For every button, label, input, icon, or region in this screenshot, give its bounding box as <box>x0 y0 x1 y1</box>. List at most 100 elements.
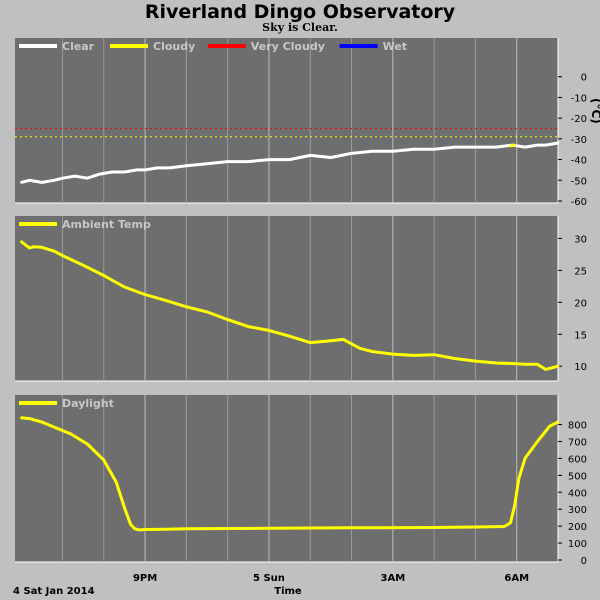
data-point <box>267 158 271 161</box>
data-point <box>40 181 44 184</box>
data-point <box>523 363 527 366</box>
data-point <box>137 528 141 532</box>
data-point <box>515 362 518 365</box>
data-point <box>110 170 114 174</box>
legend-label: Clear <box>62 40 95 53</box>
y-tick-label: 800 <box>568 421 587 432</box>
data-point <box>329 156 333 159</box>
y-axis-unit: (°C) <box>589 98 600 124</box>
data-point <box>102 274 105 277</box>
data-point <box>536 440 539 443</box>
data-point <box>309 341 312 344</box>
data-point <box>288 334 291 338</box>
data-point <box>544 143 547 147</box>
data-point <box>226 160 229 163</box>
legend-label: Ambient Temp <box>62 218 151 231</box>
data-point <box>28 179 31 182</box>
y-tick-label: 100 <box>568 539 587 550</box>
y-tick-label: 30 <box>574 234 587 245</box>
data-point <box>205 162 209 165</box>
data-point <box>267 329 271 332</box>
data-point <box>432 353 436 356</box>
data-point <box>185 164 188 167</box>
data-point <box>523 145 527 149</box>
data-point <box>494 361 498 365</box>
data-point <box>474 145 477 149</box>
data-point <box>133 527 136 530</box>
data-point <box>517 477 520 480</box>
x-axis-title: Time <box>274 586 302 597</box>
data-point <box>19 240 23 243</box>
data-point <box>123 285 126 289</box>
data-point <box>86 177 89 180</box>
x-tick-label: 3AM <box>381 573 406 584</box>
data-point <box>309 154 312 157</box>
data-point <box>288 158 291 161</box>
data-point <box>40 420 44 424</box>
y-tick-label: 20 <box>574 298 587 309</box>
data-point <box>342 338 345 341</box>
data-point <box>226 318 229 321</box>
sky-temperature-panel: 0 -10 -20 -30 -40 -50 -60 (°C) Clear Cloudy Very C… <box>15 38 600 208</box>
data-point <box>32 245 35 248</box>
y-tick-label: 15 <box>574 330 587 341</box>
data-point <box>523 457 527 460</box>
data-point <box>61 177 64 180</box>
data-point <box>556 365 560 368</box>
data-point <box>370 350 374 353</box>
data-point <box>556 420 560 424</box>
data-point <box>509 521 512 524</box>
legend-label: Very Cloudy <box>251 40 325 53</box>
y-tick-label: 700 <box>568 437 587 448</box>
data-point <box>53 425 56 429</box>
data-point <box>53 249 56 253</box>
y-tick-label: 10 <box>574 362 587 373</box>
data-point <box>164 527 167 531</box>
data-point <box>123 506 126 509</box>
data-point <box>391 352 395 356</box>
y-tick-label: 200 <box>568 522 587 533</box>
data-point <box>391 150 395 153</box>
data-point <box>205 310 209 314</box>
y-tick-label: 400 <box>568 488 587 499</box>
legend-label: Cloudy <box>153 40 195 53</box>
data-point <box>370 150 374 153</box>
data-point <box>513 504 516 508</box>
data-point <box>267 527 271 530</box>
data-point <box>98 172 101 176</box>
data-point <box>453 145 456 149</box>
y-tick-label: 25 <box>574 266 587 277</box>
data-point <box>53 179 56 182</box>
data-point <box>28 246 31 250</box>
data-point <box>73 174 77 178</box>
data-point <box>329 339 333 342</box>
legend-label: Wet <box>383 40 407 53</box>
y-tick-label: -40 <box>571 156 587 167</box>
y-tick-label: 0 <box>581 73 587 84</box>
data-point <box>40 246 44 249</box>
data-point <box>143 293 147 296</box>
data-point <box>185 305 188 308</box>
data-point <box>123 170 126 174</box>
y-tick-label: 300 <box>568 505 587 516</box>
y-tick-label: -50 <box>571 176 587 187</box>
data-point <box>114 480 118 484</box>
data-point <box>247 325 250 328</box>
x-tick-label: 5 Sun <box>253 573 285 584</box>
data-point <box>247 160 250 163</box>
data-point <box>412 354 415 357</box>
data-point <box>350 526 353 530</box>
daylight-panel: 800 700 600 500 400 300 200 100 0 Daylight <box>15 395 587 567</box>
data-point <box>503 525 506 528</box>
data-point <box>358 347 361 350</box>
data-point <box>556 141 560 145</box>
data-point <box>536 143 539 147</box>
y-tick-label: -10 <box>571 93 587 104</box>
legend-label: Daylight <box>62 397 114 410</box>
x-tick-label: 6AM <box>504 573 529 584</box>
data-point <box>102 458 105 462</box>
data-point <box>19 181 23 184</box>
data-point <box>156 166 159 170</box>
y-tick-label: -60 <box>571 197 587 208</box>
